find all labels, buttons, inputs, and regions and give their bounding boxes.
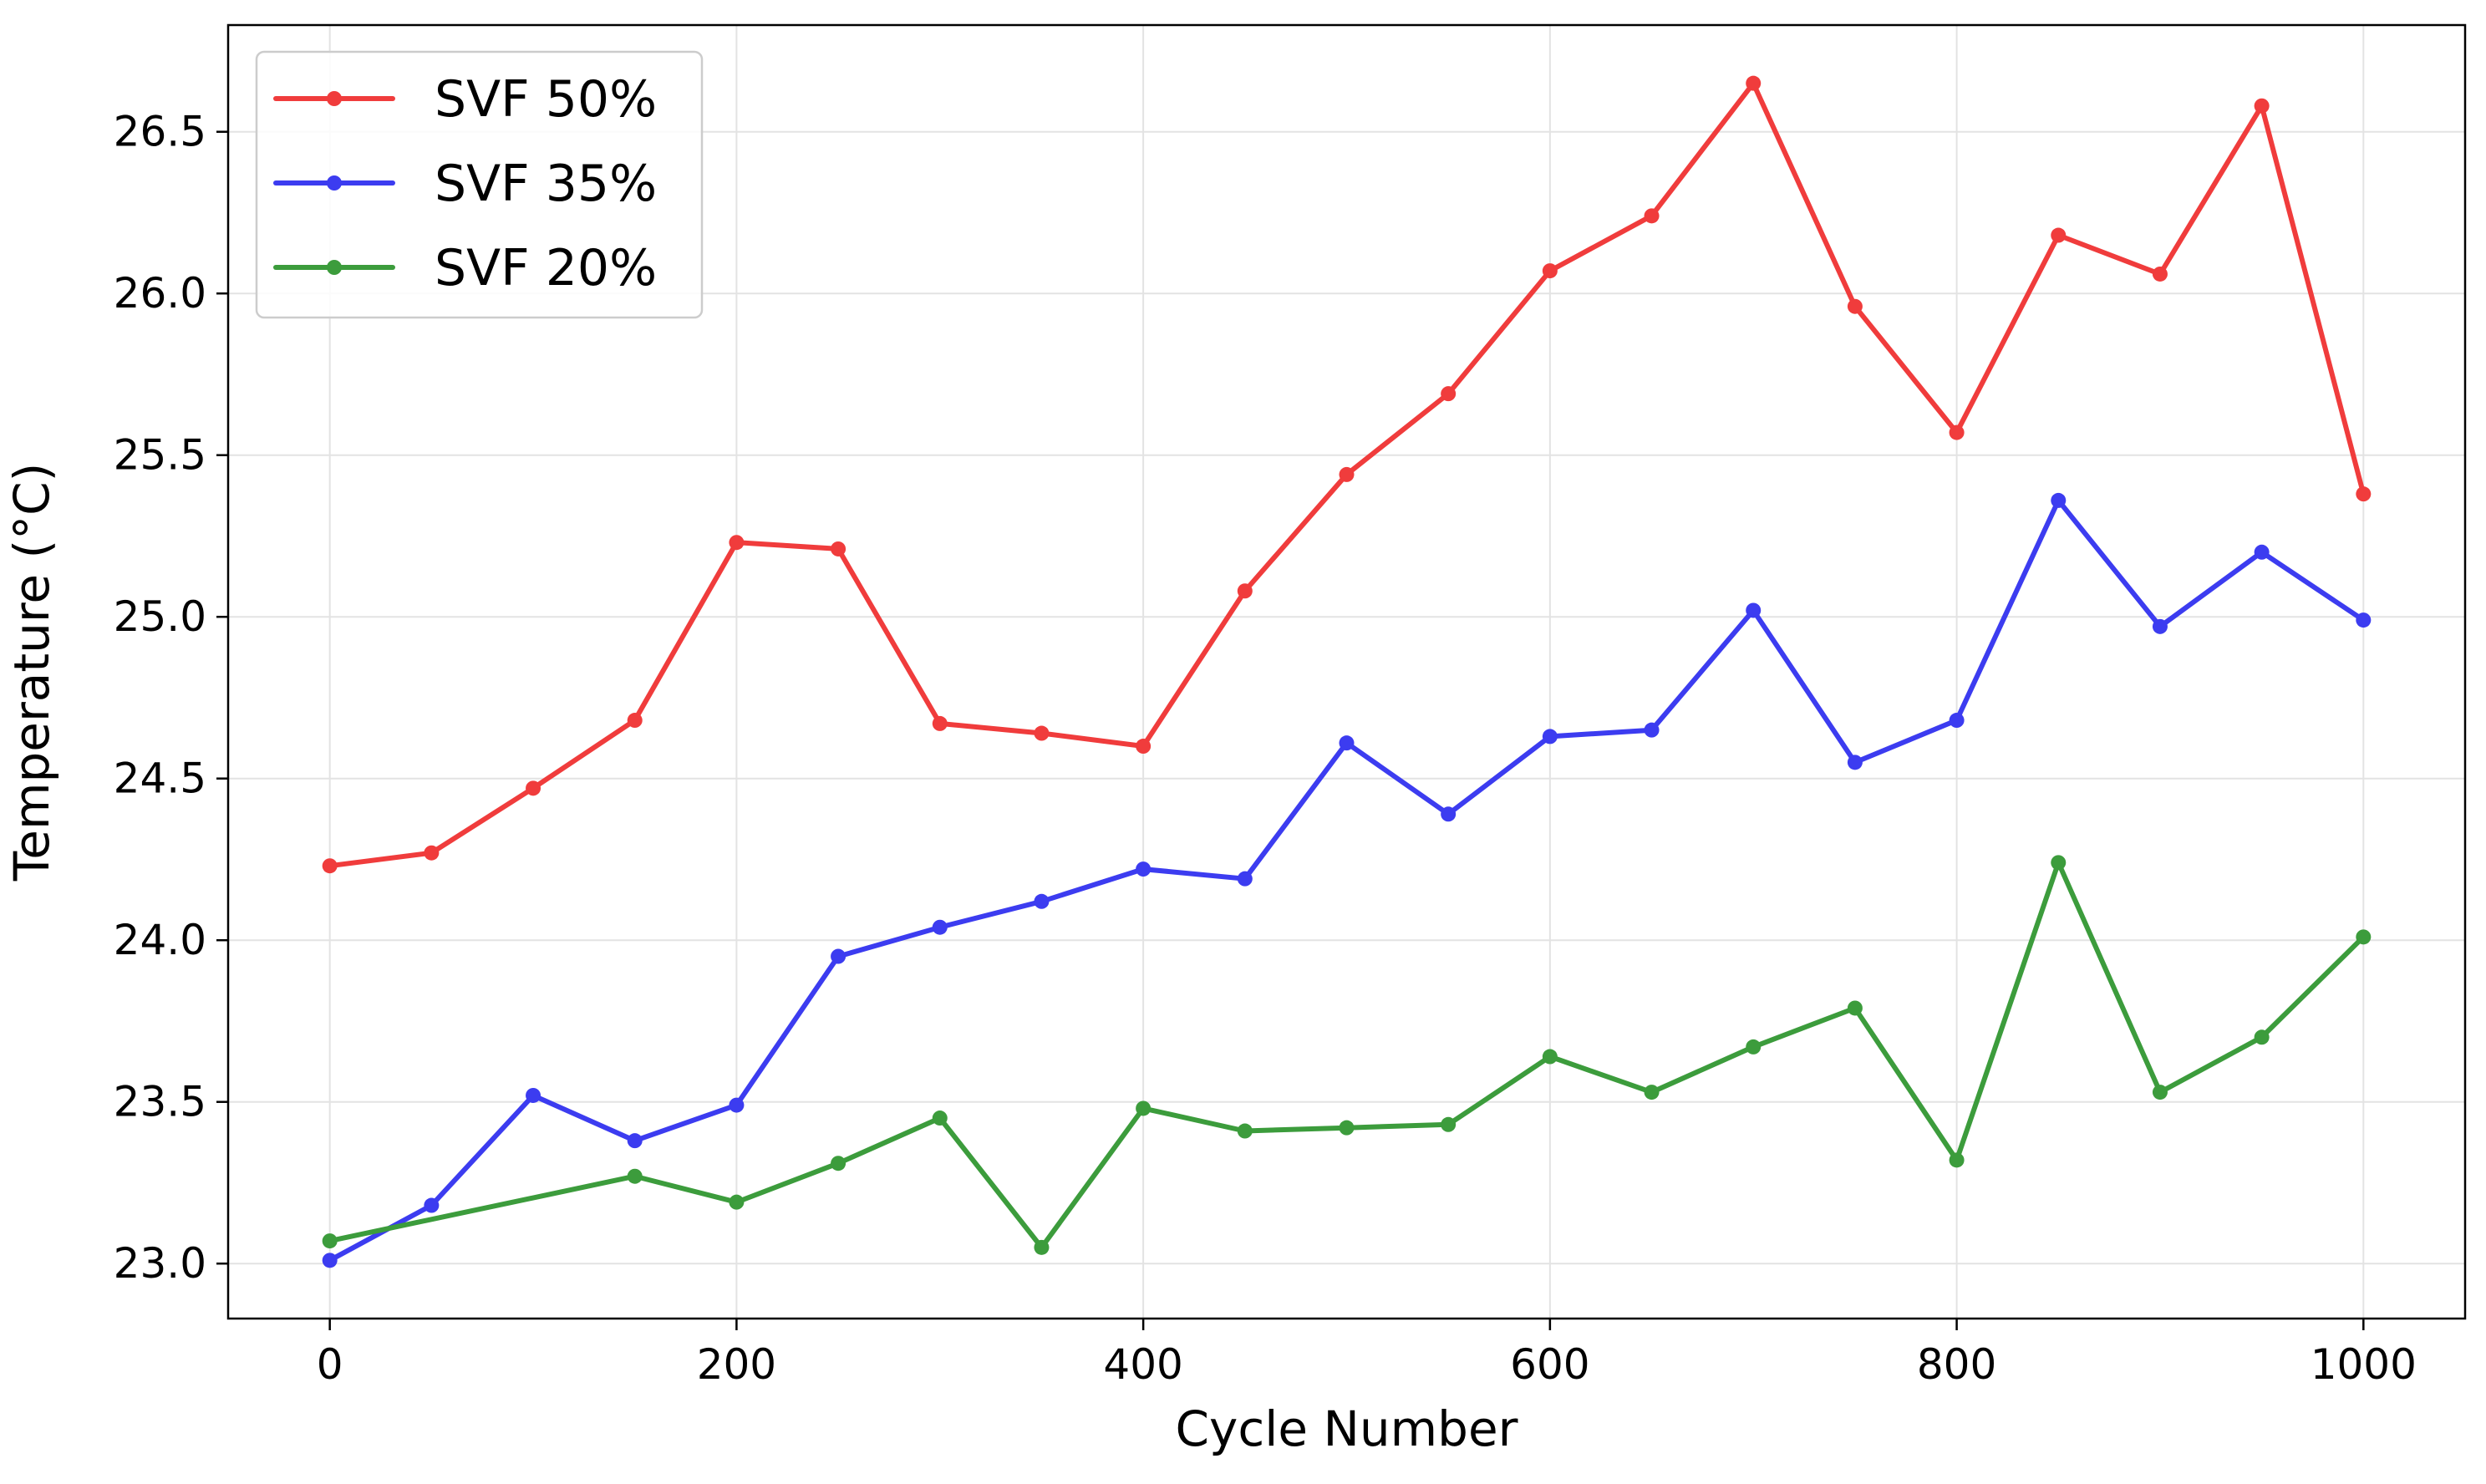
data-point-svf-35 — [1441, 806, 1457, 822]
data-point-svf-50 — [1339, 466, 1355, 482]
legend-label-svf-50: SVF 50% — [435, 70, 657, 129]
data-point-svf-35 — [1644, 722, 1660, 738]
legend-label-svf-35: SVF 35% — [435, 155, 657, 213]
data-point-svf-35 — [322, 1253, 338, 1268]
data-point-svf-20 — [322, 1233, 338, 1249]
data-point-svf-20 — [627, 1168, 643, 1184]
data-point-svf-50 — [1847, 298, 1863, 314]
x-tick-label: 200 — [697, 1340, 776, 1389]
legend-marker-svf-50 — [327, 91, 342, 106]
y-tick-label: 24.5 — [114, 755, 206, 803]
data-point-svf-20 — [1136, 1100, 1151, 1116]
x-tick-label: 1000 — [2311, 1340, 2417, 1389]
data-point-svf-50 — [2152, 266, 2168, 282]
data-point-svf-20 — [2356, 929, 2372, 945]
data-point-svf-35 — [2356, 612, 2372, 628]
data-point-svf-20 — [1746, 1039, 1762, 1055]
data-point-svf-35 — [2152, 618, 2168, 634]
data-point-svf-50 — [1441, 386, 1457, 402]
data-point-svf-35 — [729, 1097, 745, 1113]
series-svf-50 — [322, 75, 2372, 874]
data-point-svf-50 — [2254, 98, 2270, 114]
y-tick-label: 24.0 — [114, 916, 206, 964]
data-point-svf-50 — [729, 535, 745, 551]
y-tick-label: 26.0 — [114, 269, 206, 318]
y-axis-label: Temperature (°C) — [3, 463, 60, 882]
data-point-svf-50 — [2051, 227, 2067, 243]
data-point-svf-35 — [627, 1133, 643, 1149]
data-point-svf-20 — [2051, 855, 2067, 871]
data-point-svf-50 — [424, 845, 440, 861]
y-tick-label: 25.0 — [114, 592, 206, 641]
series-svf-35 — [322, 492, 2372, 1268]
data-point-svf-20 — [1339, 1120, 1355, 1136]
series-group — [322, 75, 2372, 1268]
grid-lines — [228, 25, 2465, 1319]
data-point-svf-20 — [1949, 1152, 1965, 1168]
plot-frame — [226, 23, 2467, 1320]
data-point-svf-20 — [1542, 1049, 1558, 1065]
data-point-svf-50 — [627, 713, 643, 729]
data-point-svf-20 — [1644, 1085, 1660, 1100]
data-point-svf-35 — [1949, 713, 1965, 729]
data-point-svf-20 — [1034, 1239, 1050, 1255]
data-point-svf-50 — [1949, 424, 1965, 440]
data-point-svf-35 — [2254, 544, 2270, 560]
data-point-svf-35 — [1847, 755, 1863, 770]
data-point-svf-35 — [932, 919, 948, 935]
legend-marker-svf-35 — [327, 175, 342, 191]
data-point-svf-50 — [526, 780, 541, 796]
data-point-svf-35 — [2051, 492, 2067, 508]
x-tick-label: 0 — [317, 1340, 343, 1389]
data-point-svf-50 — [2356, 486, 2372, 502]
axis-ticks: 0 200 400 600 800 1000 23.0 23.5 24.0 24.5 25.0 25.… — [114, 108, 2417, 1389]
data-point-svf-20 — [1441, 1116, 1457, 1132]
data-point-svf-50 — [1237, 583, 1253, 599]
x-tick-label: 800 — [1917, 1340, 1996, 1389]
data-point-svf-35 — [1034, 893, 1050, 909]
data-point-svf-20 — [1237, 1123, 1253, 1139]
y-tick-label: 26.5 — [114, 108, 206, 156]
data-point-svf-20 — [1847, 1000, 1863, 1016]
y-tick-label: 23.5 — [114, 1078, 206, 1126]
series-svf-20 — [322, 855, 2372, 1255]
data-point-svf-35 — [1339, 735, 1355, 751]
data-point-svf-50 — [322, 858, 338, 874]
data-point-svf-50 — [831, 541, 846, 556]
x-axis-label: Cycle Number — [1176, 1400, 1518, 1457]
data-point-svf-35 — [526, 1087, 541, 1103]
data-point-svf-20 — [2152, 1085, 2168, 1100]
x-tick-label: 400 — [1103, 1340, 1182, 1389]
data-point-svf-50 — [1644, 208, 1660, 224]
data-point-svf-35 — [831, 948, 846, 964]
legend: SVF 50% SVF 35% SVF 20% — [255, 50, 704, 319]
data-point-svf-20 — [729, 1194, 745, 1210]
data-point-svf-20 — [831, 1156, 846, 1171]
data-point-svf-35 — [1237, 871, 1253, 887]
data-point-svf-35 — [1746, 602, 1762, 618]
data-point-svf-20 — [2254, 1029, 2270, 1045]
data-point-svf-50 — [1542, 263, 1558, 279]
data-point-svf-50 — [932, 715, 948, 731]
legend-box — [255, 50, 704, 319]
x-tick-label: 600 — [1510, 1340, 1589, 1389]
data-point-svf-20 — [932, 1110, 948, 1126]
legend-label-svf-20: SVF 20% — [435, 239, 657, 297]
data-point-svf-50 — [1136, 739, 1151, 755]
y-tick-label: 23.0 — [114, 1239, 206, 1288]
data-point-svf-35 — [1542, 729, 1558, 745]
data-point-svf-35 — [1136, 861, 1151, 877]
data-point-svf-50 — [1034, 725, 1050, 741]
y-tick-label: 25.5 — [114, 431, 206, 480]
data-point-svf-50 — [1746, 75, 1762, 91]
legend-marker-svf-20 — [327, 260, 342, 275]
data-point-svf-35 — [424, 1197, 440, 1213]
